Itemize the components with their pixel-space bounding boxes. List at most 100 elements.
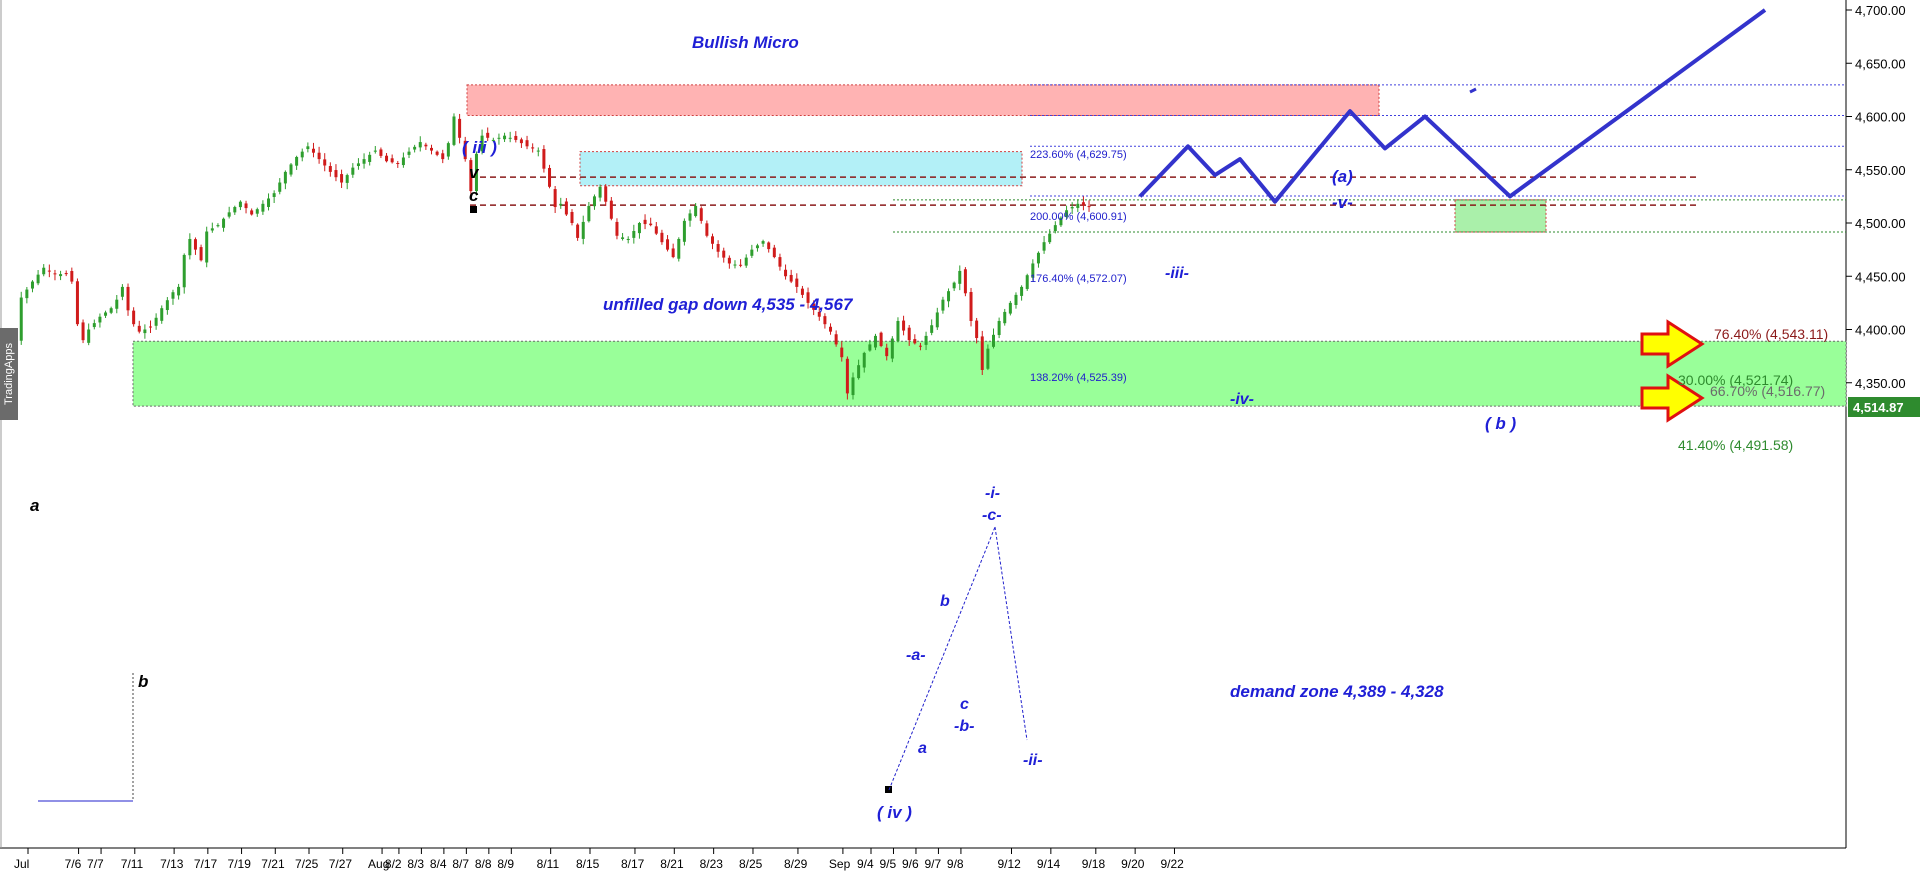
x-tick-label: Aug — [368, 857, 389, 871]
candle-body — [536, 150, 540, 152]
projection-line — [1138, 8, 1767, 204]
candle-body — [345, 175, 349, 183]
candle-body — [980, 336, 984, 370]
candle-body — [935, 312, 939, 328]
y-tick-label: 4,550.00 — [1855, 163, 1906, 178]
x-tick-label: 9/5 — [879, 857, 896, 871]
y-tick-label: 4,500.00 — [1855, 216, 1906, 231]
gap-zone — [579, 151, 1023, 187]
candle-body — [559, 203, 563, 206]
candle-body — [300, 151, 304, 158]
candle-body — [671, 248, 675, 258]
candle-body — [25, 289, 29, 299]
wave-c2: -c- — [982, 507, 1002, 524]
candle-body — [615, 221, 619, 236]
candle-body — [109, 308, 113, 313]
candle-body — [1076, 203, 1080, 208]
candle-body — [36, 274, 40, 284]
candle-body — [890, 338, 894, 359]
candle-body — [390, 158, 394, 163]
candle-body — [677, 238, 681, 259]
candle-body — [963, 269, 967, 294]
candle-body — [154, 317, 158, 326]
x-tick-label: 7/27 — [329, 857, 353, 871]
candle-body — [149, 326, 152, 328]
candle-body — [177, 286, 181, 296]
wave-ii: -ii- — [1023, 752, 1043, 769]
candle-body — [255, 209, 259, 214]
candle-body — [463, 140, 467, 160]
candle-body — [632, 230, 636, 238]
candle-body — [817, 311, 821, 317]
candle-body — [1020, 286, 1024, 296]
candle-body — [918, 345, 922, 347]
y-tick-label: 4,600.00 — [1855, 110, 1906, 125]
candle-body — [834, 334, 838, 345]
candle-body — [1003, 311, 1007, 324]
candle-body — [1081, 202, 1085, 206]
candle-body — [486, 132, 490, 138]
candle-body — [238, 201, 242, 208]
candle-body — [711, 236, 714, 244]
candle-body — [53, 273, 57, 275]
candle-body — [193, 239, 197, 250]
candle-body — [778, 257, 782, 267]
candle-body — [621, 237, 625, 239]
candle-body — [430, 147, 433, 151]
side-tab[interactable]: TradingApps — [0, 328, 18, 420]
candle-body — [441, 153, 445, 160]
chart-title: Bullish Micro — [692, 33, 799, 52]
x-tick-label: 9/20 — [1121, 857, 1145, 871]
x-tick-label: 7/19 — [228, 857, 252, 871]
candle-body — [1042, 242, 1046, 251]
x-tick-label: 7/11 — [121, 857, 144, 871]
candle-body — [64, 273, 68, 275]
x-tick-label: 8/15 — [576, 857, 600, 871]
candle-body — [548, 167, 552, 187]
candle-body — [418, 142, 422, 148]
candles — [8, 113, 1091, 400]
candle-body — [519, 139, 523, 144]
candle-body — [469, 160, 473, 192]
candle-body — [958, 270, 962, 284]
candle-body — [755, 245, 759, 249]
candle-body — [435, 151, 439, 155]
fib-176-label: 176.40% (4,572.07) — [1030, 273, 1127, 285]
candle-body — [823, 316, 827, 325]
wave-b-proj: ( b ) — [1485, 414, 1516, 433]
x-tick-label: 8/8 — [475, 857, 492, 871]
x-tick-label: 7/17 — [194, 857, 218, 871]
candle-body — [272, 193, 276, 197]
candle-body — [261, 203, 265, 212]
candle-body — [733, 264, 737, 266]
candle-body — [947, 291, 951, 302]
candle-body — [267, 198, 271, 207]
demand-zone-label: demand zone 4,389 - 4,328 — [1230, 682, 1444, 701]
candle-body — [772, 247, 776, 258]
candle-body — [699, 208, 703, 221]
candle-body — [879, 332, 883, 347]
candle-body — [761, 241, 765, 244]
candle-body — [165, 300, 169, 311]
wave-i: -i- — [985, 485, 1000, 502]
candle-body — [924, 335, 928, 345]
wave-sub-c: c — [960, 696, 969, 713]
candle-body — [1070, 207, 1074, 209]
candle-body — [542, 149, 546, 169]
candle-body — [739, 264, 743, 266]
candle-body — [896, 320, 900, 342]
candle-body — [98, 316, 102, 323]
candle-body — [351, 167, 355, 175]
fib-lines — [470, 84, 1846, 233]
candle-body — [70, 271, 74, 282]
x-tick-label: 8/17 — [621, 857, 645, 871]
candle-body — [317, 152, 321, 160]
candle-body — [851, 377, 855, 396]
candle-body — [795, 278, 799, 287]
candle-body — [654, 226, 658, 234]
candle-body — [143, 329, 147, 334]
y-tick-label: 4,400.00 — [1855, 323, 1906, 338]
candle-body — [902, 320, 906, 331]
candle-body — [160, 308, 164, 321]
candle-body — [210, 228, 214, 231]
